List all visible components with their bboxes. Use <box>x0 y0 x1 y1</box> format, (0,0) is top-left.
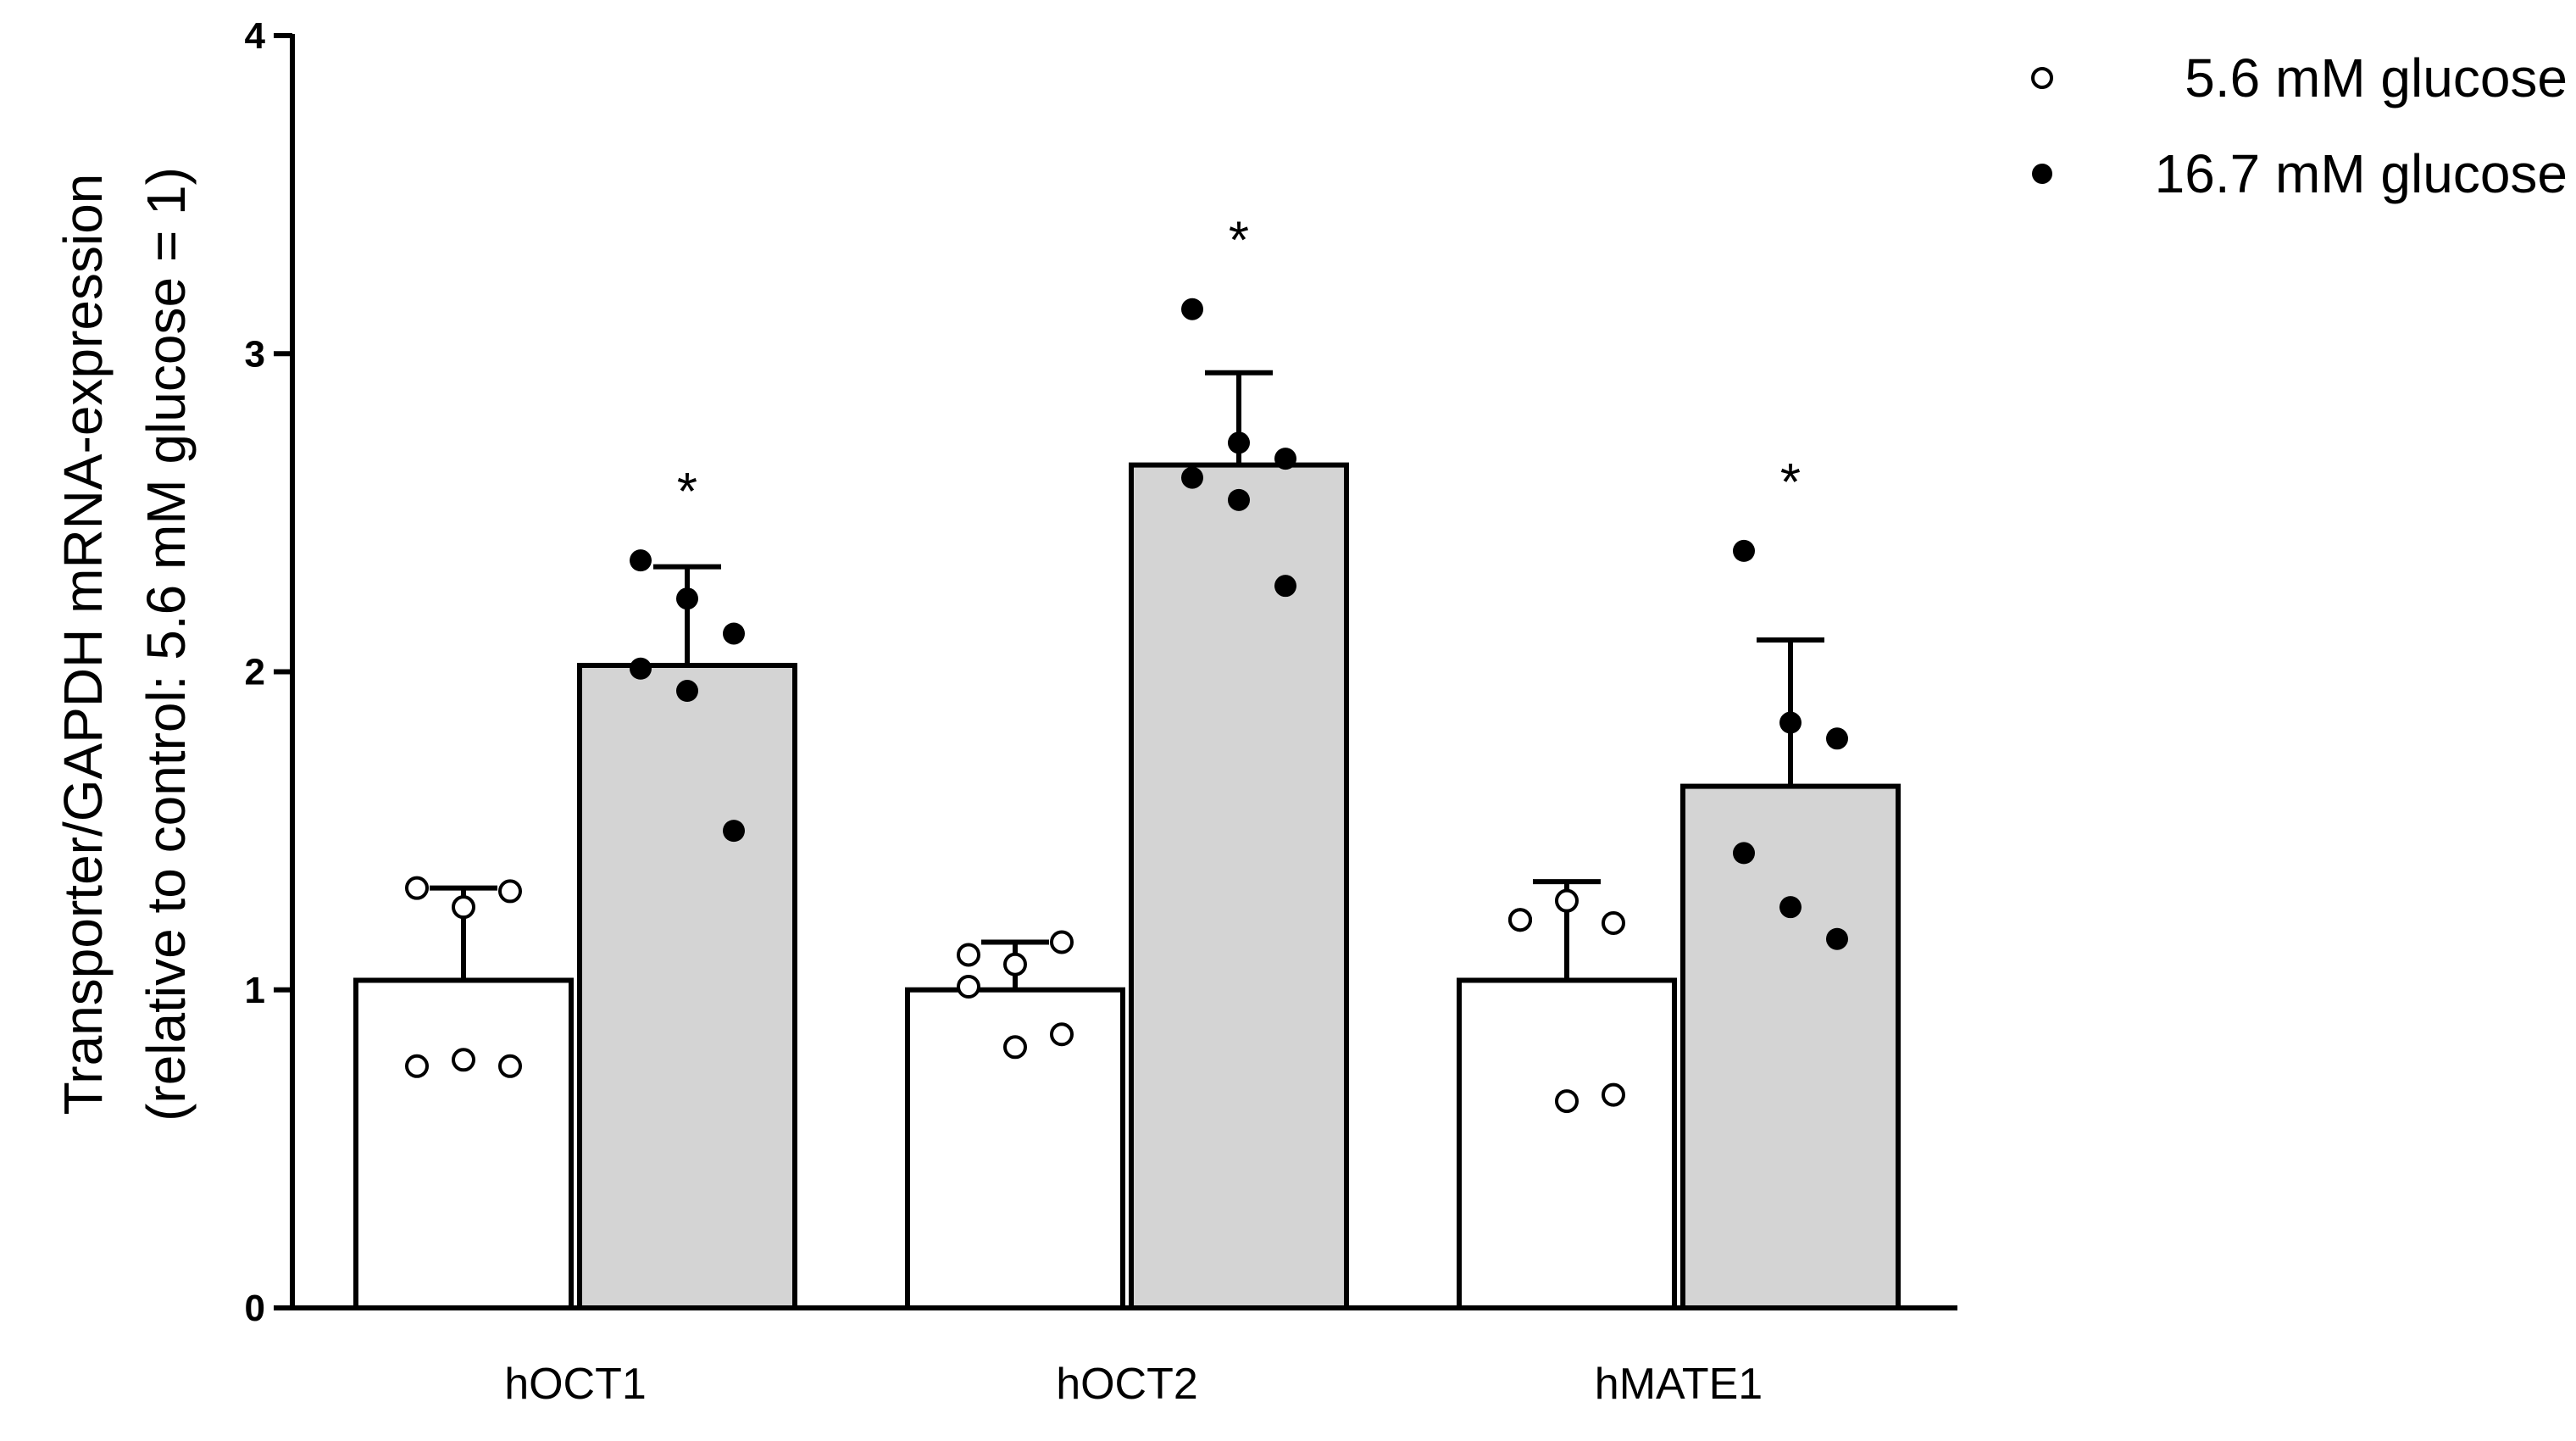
bar-hOCT1-series-2 <box>577 662 797 1310</box>
plot-area: * * * <box>353 212 1901 1311</box>
data-point-hOCT1-series-2 <box>723 820 745 843</box>
data-point-hOCT2-series-2 <box>1181 298 1203 320</box>
y-tick-label-3: 3 <box>245 333 265 375</box>
data-point-hMATE1-series-2 <box>1779 896 1802 919</box>
bar-hMATE1-series-2 <box>1680 783 1901 1310</box>
data-point-hOCT1-series-1 <box>498 879 522 904</box>
legend: 5.6 mM glucose 16.7 mM glucose <box>2031 47 2568 204</box>
significance-marker-hMATE1: * <box>1780 453 1801 512</box>
bar-hMATE1-series-1 <box>1457 977 1677 1311</box>
data-point-hMATE1-series-2 <box>1733 539 1755 562</box>
legend-marker-series-2 <box>2032 164 2052 184</box>
data-point-hOCT2-series-1 <box>1050 930 1074 954</box>
data-point-hOCT2-series-1 <box>1003 952 1027 976</box>
data-point-hMATE1-series-2 <box>1733 842 1755 865</box>
y-tick-label-0: 0 <box>245 1288 265 1329</box>
data-point-hOCT1-series-2 <box>676 680 698 703</box>
x-tick-label-hMATE1: hMATE1 <box>1595 1360 1763 1409</box>
data-point-hOCT1-series-2 <box>630 657 652 680</box>
data-point-hOCT1-series-2 <box>723 622 745 645</box>
y-tick-label-4: 4 <box>245 15 266 57</box>
data-point-hOCT2-series-2 <box>1181 466 1203 489</box>
data-point-hOCT2-series-1 <box>957 974 980 999</box>
data-point-hMATE1-series-1 <box>1555 1089 1579 1114</box>
x-tick-label-hOCT1: hOCT1 <box>504 1360 647 1409</box>
data-point-hOCT2-series-2 <box>1228 431 1250 454</box>
data-point-hOCT1-series-1 <box>452 1048 475 1072</box>
y-axis-label-line1: Transporter/GAPDH mRNA-expression <box>53 174 114 1116</box>
data-point-hMATE1-series-1 <box>1508 908 1532 932</box>
data-point-hOCT1-series-1 <box>405 876 429 900</box>
data-point-hOCT2-series-1 <box>1050 1022 1074 1047</box>
significance-marker-hOCT2: * <box>1229 212 1249 270</box>
data-point-hOCT2-series-2 <box>1274 448 1296 470</box>
data-point-hMATE1-series-1 <box>1602 910 1625 935</box>
data-point-hOCT1-series-1 <box>498 1054 522 1078</box>
data-point-hOCT2-series-2 <box>1228 488 1250 511</box>
data-point-hMATE1-series-2 <box>1779 711 1802 734</box>
data-point-hOCT2-series-1 <box>957 943 980 967</box>
x-tick-label-hOCT2: hOCT2 <box>1056 1360 1198 1409</box>
data-point-hMATE1-series-1 <box>1555 888 1579 913</box>
data-point-hOCT1-series-2 <box>630 549 652 572</box>
y-axis-label: Transporter/GAPDH mRNA-expression (relat… <box>53 167 197 1121</box>
data-point-hMATE1-series-2 <box>1826 927 1848 950</box>
legend-label-series-2: 16.7 mM glucose <box>2155 143 2568 204</box>
bar-hOCT1-series-1 <box>353 977 574 1311</box>
legend-label-series-1: 5.6 mM glucose <box>2185 47 2568 108</box>
axes: hOCT1 hOCT2 hMATE1 0 1 2 3 4 <box>245 15 1957 1409</box>
bar-hOCT2-series-2 <box>1129 462 1349 1310</box>
data-point-hOCT2-series-2 <box>1274 575 1296 598</box>
significance-marker-hOCT1: * <box>677 463 697 521</box>
data-point-hMATE1-series-2 <box>1826 727 1848 750</box>
y-tick-label-1: 1 <box>245 970 265 1011</box>
data-point-hOCT2-series-1 <box>1003 1035 1027 1060</box>
data-point-hOCT1-series-1 <box>452 895 475 920</box>
legend-marker-series-1 <box>2031 67 2053 89</box>
y-tick-label-2: 2 <box>245 652 265 693</box>
data-point-hOCT1-series-1 <box>405 1054 429 1078</box>
y-axis-label-line2: (relative to control: 5.6 mM glucose = 1… <box>136 167 197 1121</box>
data-point-hOCT1-series-2 <box>676 587 698 610</box>
data-point-hMATE1-series-1 <box>1602 1082 1625 1107</box>
